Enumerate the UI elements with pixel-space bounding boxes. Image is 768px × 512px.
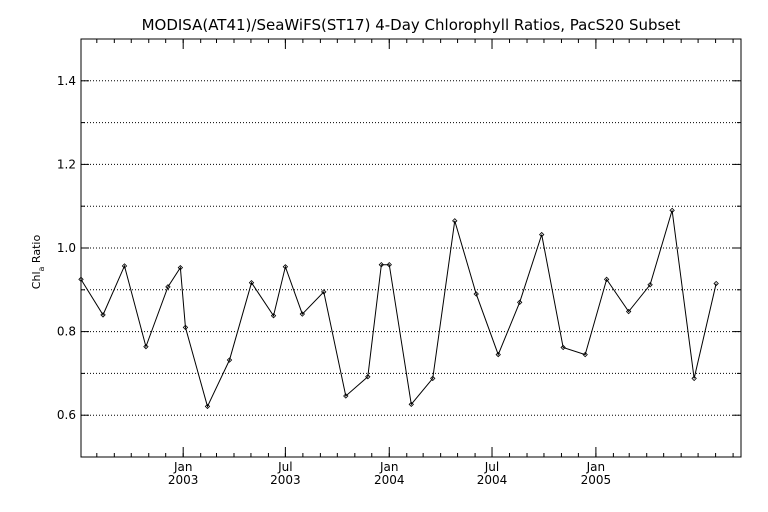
x-tick-label-month: Jul [484, 460, 499, 474]
data-point [452, 218, 458, 224]
y-axis-label-main: Chl [30, 271, 43, 289]
grid-layer [81, 80, 741, 416]
data-point [248, 280, 255, 286]
x-tick-label-year: 2003 [270, 473, 301, 487]
data-point [603, 276, 610, 283]
data-point [408, 401, 414, 408]
data-point [100, 312, 106, 318]
data-point [560, 344, 566, 351]
data-point [204, 403, 211, 410]
data-point [343, 393, 349, 399]
data-point [143, 343, 149, 350]
data-point [270, 313, 277, 319]
y-tick-label: 1.4 [57, 74, 76, 88]
data-point [177, 264, 184, 271]
data-point [516, 299, 523, 306]
data-point [121, 263, 128, 269]
x-tick-label-year: 2004 [477, 473, 508, 487]
axis-layer: 0.60.81.01.21.4Jan2003Jul2003Jan2004Jul2… [57, 38, 742, 487]
x-tick-label-year: 2005 [581, 473, 612, 487]
y-axis-label-rest: Ratio [30, 235, 43, 267]
data-point [539, 231, 545, 238]
data-point [713, 280, 719, 287]
y-axis-label-subscript: a [37, 266, 46, 271]
data-point [182, 324, 189, 331]
series-line [80, 210, 717, 408]
data-point [321, 289, 327, 295]
data-point [495, 351, 501, 358]
data-point [430, 375, 436, 382]
x-tick-label-year: 2003 [168, 473, 199, 487]
y-tick-label: 0.8 [57, 325, 76, 339]
data-point [386, 262, 392, 268]
x-tick-label-month: Jan [173, 460, 193, 474]
x-tick-label-month: Jan [586, 460, 606, 474]
data-point [165, 284, 171, 290]
y-axis-label: Chla Ratio [30, 235, 46, 290]
data-point [473, 291, 479, 297]
data-point [669, 207, 675, 214]
y-tick-label: 1.0 [57, 241, 76, 255]
data-point [78, 276, 84, 283]
data-point [282, 264, 289, 270]
x-tick-label-year: 2004 [374, 473, 405, 487]
x-tick-label-month: Jul [277, 460, 292, 474]
data-point [625, 308, 632, 315]
y-tick-label: 1.2 [57, 157, 76, 171]
data-point [582, 351, 588, 358]
data-point [365, 374, 371, 380]
y-tick-label: 0.6 [57, 408, 76, 422]
data-point [378, 262, 385, 268]
data-point [691, 375, 697, 382]
data-point [647, 282, 653, 288]
chart-title: MODISA(AT41)/SeaWiFS(ST17) 4-Day Chlorop… [142, 16, 681, 34]
x-tick-label-month: Jan [379, 460, 399, 474]
series-layer [78, 207, 719, 410]
data-point [299, 311, 306, 317]
data-point [226, 357, 233, 363]
